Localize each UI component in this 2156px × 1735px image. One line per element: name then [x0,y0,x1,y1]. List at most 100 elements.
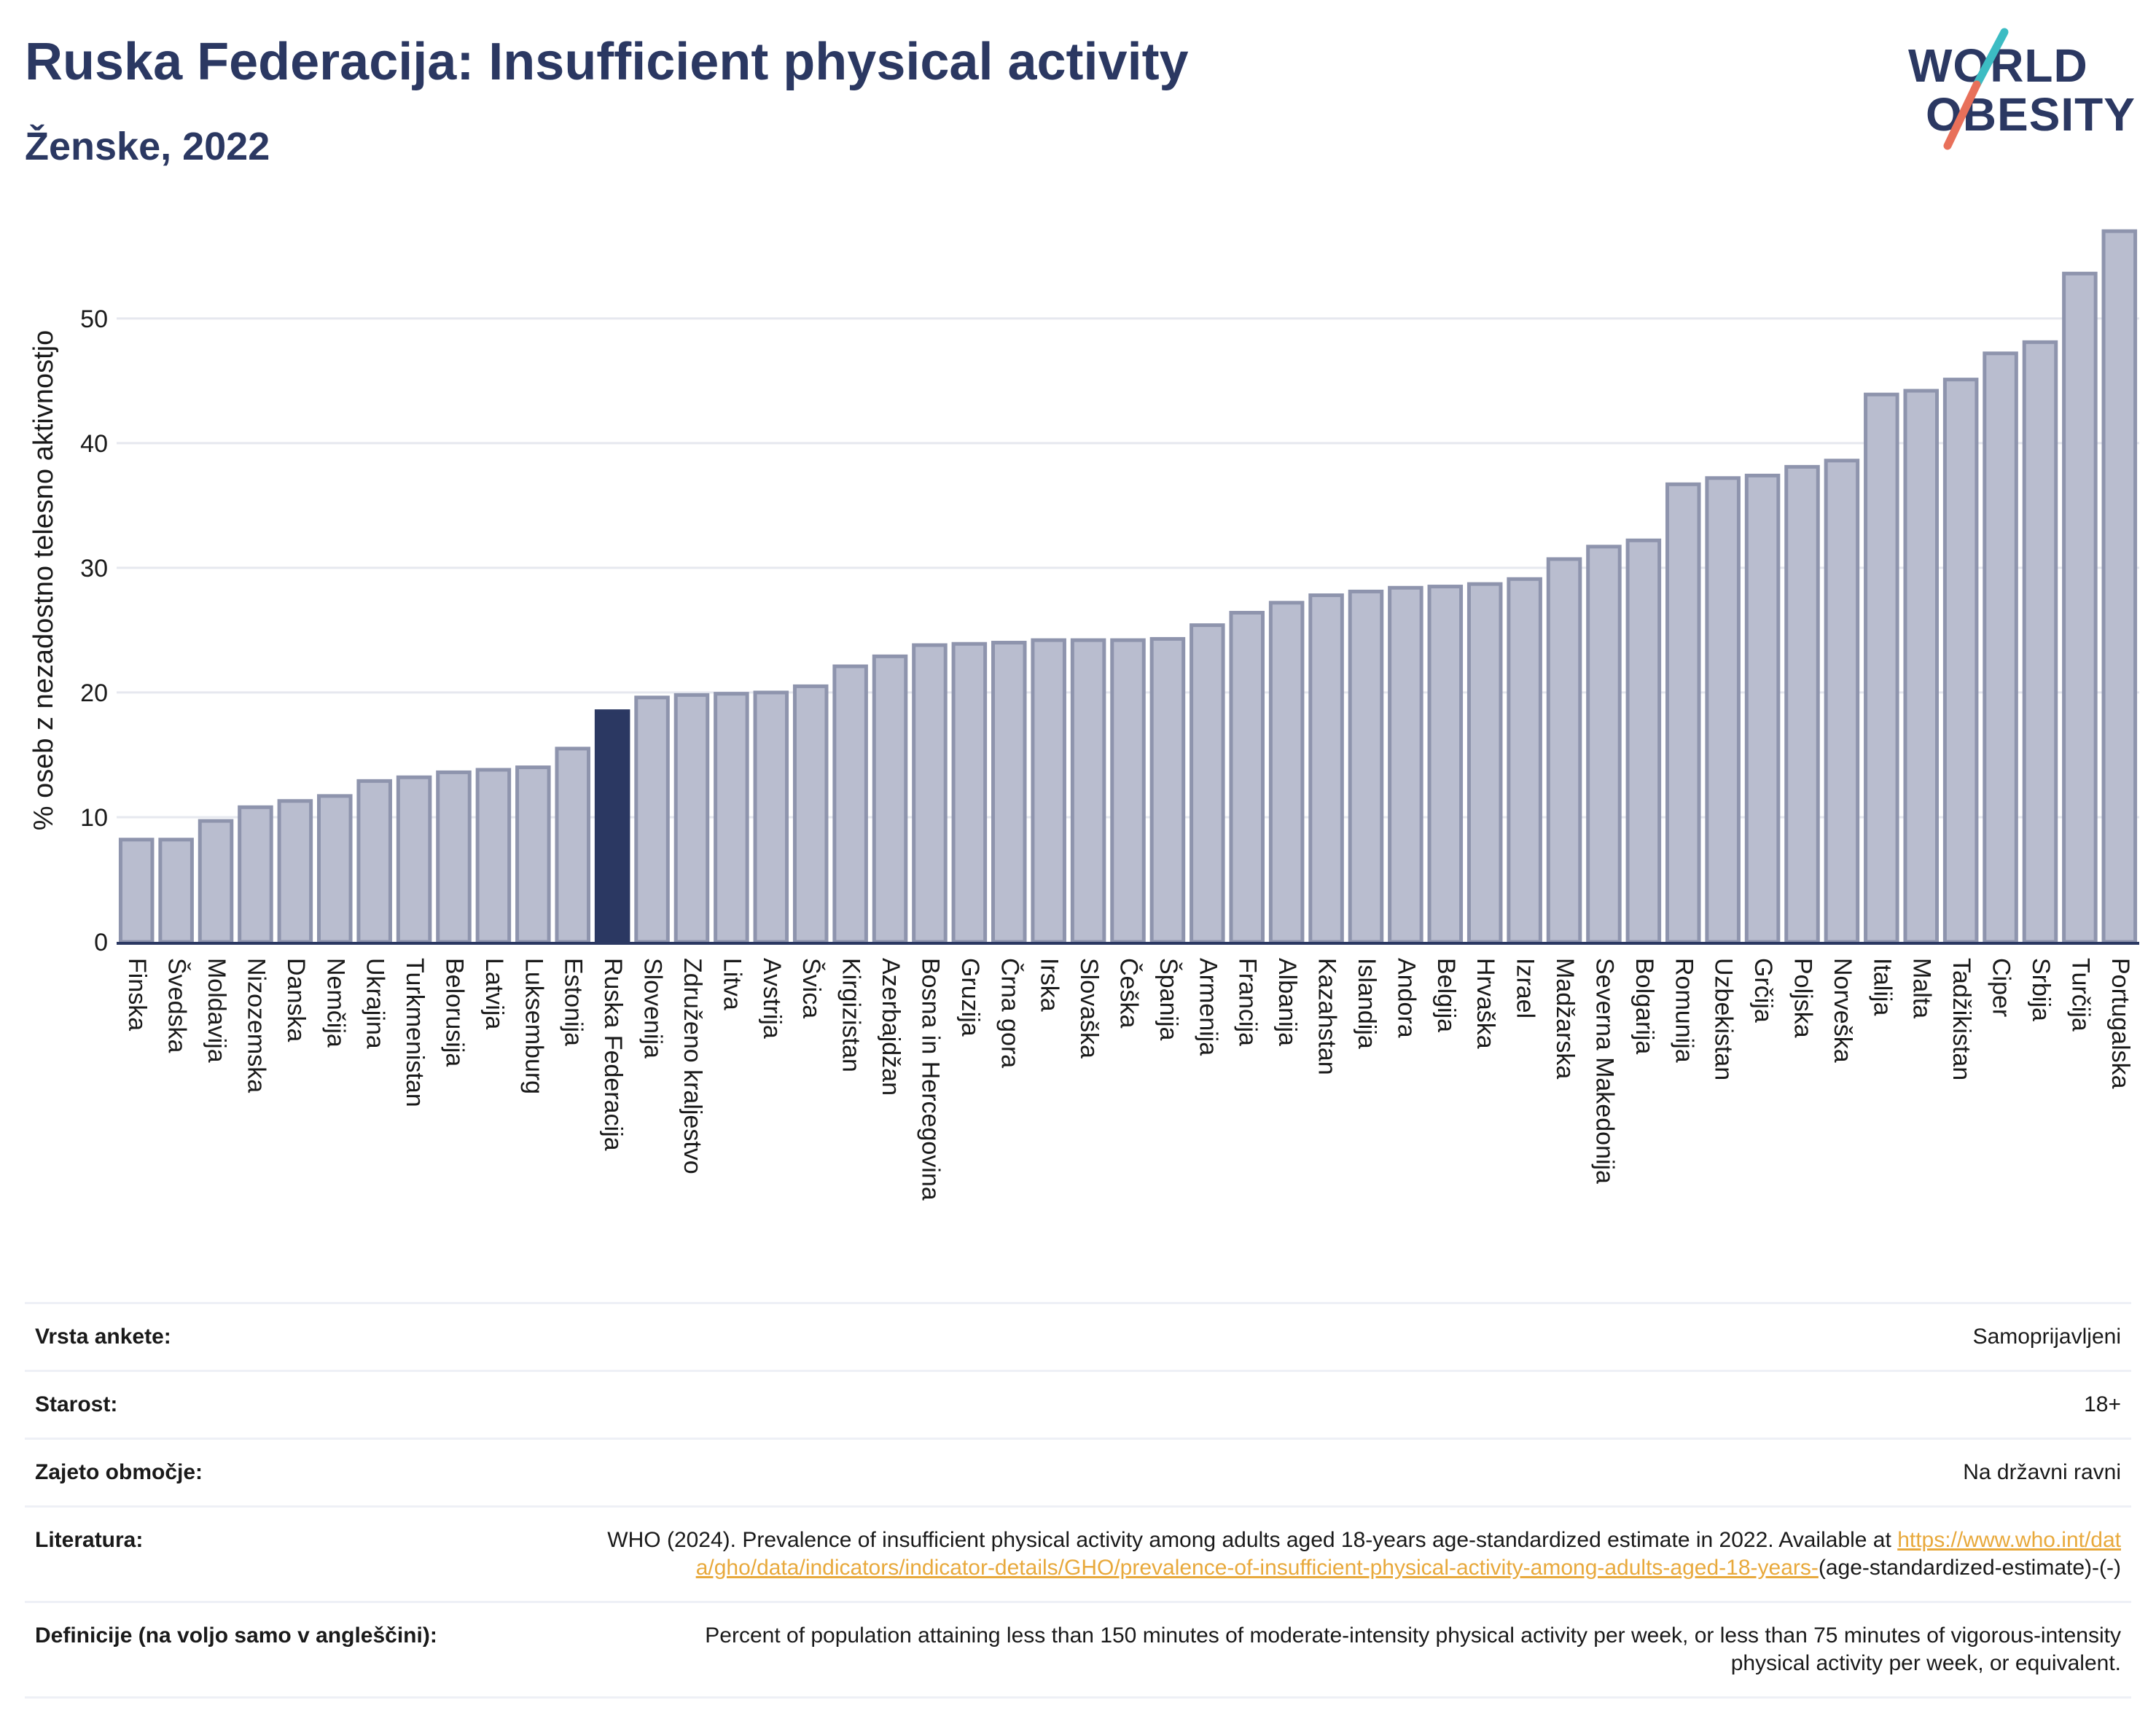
info-value: Samoprijavljeni [1972,1325,2121,1349]
bar [1031,638,1066,944]
info-value: 18+ [2084,1392,2121,1416]
bar [515,765,551,944]
x-tick-label: Francija [1234,958,1262,1046]
bar [1784,464,1820,944]
bar [594,709,630,944]
bar [1625,538,1662,944]
bar [1308,593,1344,944]
bar [1388,585,1423,944]
x-tick-label: Gruzija [956,958,984,1037]
bar [277,799,313,944]
bar [912,643,948,944]
info-row-coverage: Zajeto območje: Na državni ravni [25,1440,2131,1508]
bar [1864,392,1899,944]
x-tick-label: Islandija [1353,958,1380,1049]
x-tick-label: Kazahstan [1313,958,1341,1075]
bar [2022,340,2058,944]
bar [1149,636,1186,944]
info-table: Vrsta ankete: Samoprijavljeni Starost: 1… [25,1302,2131,1699]
x-tick-label: Finska [123,958,151,1031]
bar [1546,557,1582,944]
bar [238,805,273,944]
bar [118,838,155,944]
bar [475,768,512,944]
y-axis-title: % oseb z nezadostno telesno aktivnostjo [28,330,59,831]
info-label: Zajeto območje: [35,1460,203,1484]
bar [2101,229,2138,944]
x-tick-label: Poljska [1789,958,1817,1038]
bar [1268,601,1305,944]
x-tick-label: Bolgarija [1630,958,1658,1054]
x-tick-label: Kirgizistan [837,958,865,1072]
literature-text: WHO (2024). Prevalence of insufficient p… [607,1528,1891,1552]
x-tick-label: Moldavija [203,958,230,1063]
bar [1229,610,1265,944]
x-tick-label: Albanija [1273,958,1301,1046]
bar [1507,577,1542,944]
x-tick-label: Armenija [1194,958,1222,1056]
bar [555,746,590,944]
x-tick-label: Latvija [480,958,508,1029]
x-tick-label: Turčija [2066,958,2094,1032]
y-tick-label: 20 [80,679,108,707]
info-label: Starost: [35,1392,118,1416]
x-tick-label: Slovenija [639,958,667,1058]
x-tick-label: Nemčija [321,958,349,1048]
x-tick-label: Estonija [560,958,587,1046]
bar [158,838,194,944]
bar [317,794,353,944]
bar [714,692,749,944]
x-tick-label: Grčija [1749,958,1777,1023]
x-tick-label: Izrael [1512,958,1539,1018]
y-tick-label: 10 [80,804,108,832]
bar [1190,623,1225,944]
bar [951,642,988,944]
x-axis-labels: Finska Švedska Moldavija Nizozemska Danska Ne… [123,958,2134,1201]
definition-value: Percent of population attaining less tha… [705,1623,2121,1675]
x-tick-label: Avstrija [758,958,786,1039]
x-tick-label: Švica [797,958,825,1018]
literature-link[interactable]: https://www.who.int/data/gho/data/indica… [695,1528,2121,1580]
x-tick-label: Hrvaška [1472,958,1499,1049]
x-tick-label: Irska [1036,958,1063,1012]
logo-slash-icon [1943,28,2009,150]
x-tick-label: Ruska Federacija [599,958,627,1151]
info-row-definition: Definicije (na voljo samo v angleščini):… [25,1603,2131,1699]
y-tick-label: 0 [94,929,108,956]
bar [1586,545,1622,944]
x-tick-label: Norveška [1829,958,1856,1063]
x-tick-label: Danska [282,958,310,1042]
x-tick-label: Litva [718,958,746,1010]
x-tick-label: Slovaška [1075,958,1103,1058]
bar-chart: 0 10 20 30 40 50 Finska Švedska Moldavija Nizoze… [28,229,2139,1201]
bar [198,819,234,944]
x-tick-label: Romunija [1670,958,1698,1063]
bar [1070,638,1106,944]
x-tick-label: Madžarska [1551,958,1579,1079]
y-tick-label: 50 [80,305,108,333]
y-tick-label: 40 [80,430,108,458]
bar [1705,476,1741,944]
info-row-survey-type: Vrsta ankete: Samoprijavljeni [25,1304,2131,1372]
bar [1348,589,1384,944]
info-label: Definicije (na voljo samo v angleščini): [35,1623,437,1648]
bar [1665,482,1701,944]
literature-suffix: (age-standardized-estimate)-(-) [1818,1556,2121,1580]
bars [118,229,2138,944]
bar [991,641,1027,944]
bar [1942,378,1979,944]
bar [2062,271,2098,944]
info-value: Na državni ravni [1963,1460,2121,1484]
x-tick-label: Črna gora [996,958,1023,1068]
page-title: Ruska Federacija: Insufficient physical … [25,33,1189,91]
bar [1427,585,1464,944]
y-tick-label: 30 [80,555,108,582]
x-tick-label: Španija [1155,958,1182,1041]
x-tick-label: Nizozemska [242,958,270,1093]
x-tick-label: Belorusija [441,958,469,1067]
x-tick-label: Belgija [1432,958,1460,1032]
bar [673,693,710,944]
x-tick-label: Ciper [1988,958,2015,1017]
x-tick-label: Združeno kraljestvo [679,958,706,1174]
x-tick-label: Portugalska [2106,958,2134,1089]
